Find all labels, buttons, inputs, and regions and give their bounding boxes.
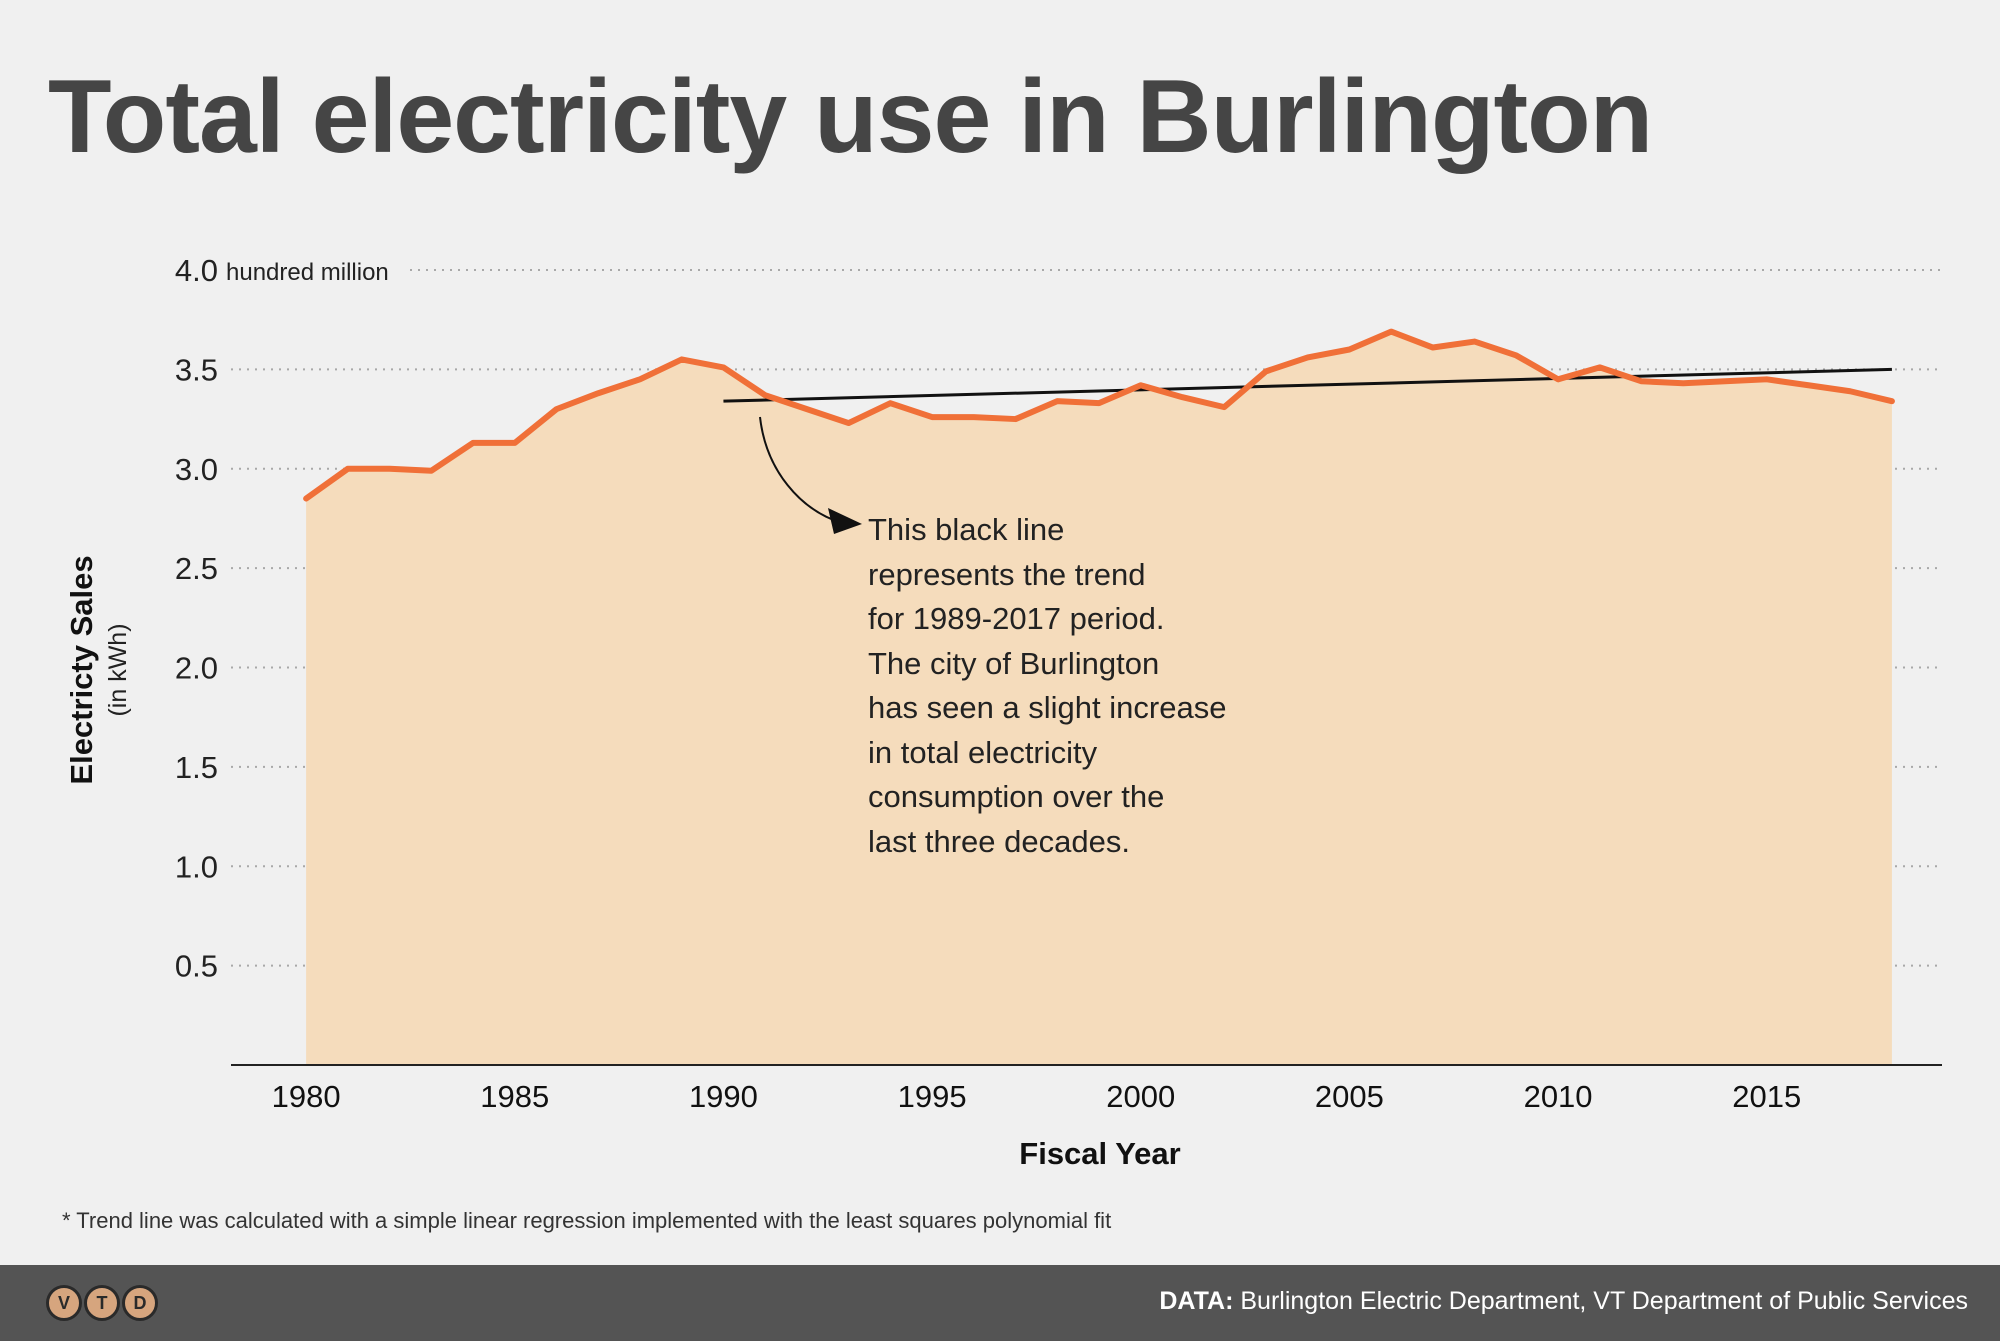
y-tick-label: 1.5 [175,750,218,785]
y-tick-label: 2.0 [175,651,218,686]
y-tick-labels: 0.5 1.0 1.5 2.0 2.5 3.0 3.5 4.0 [175,253,218,984]
x-tick-label: 2015 [1732,1079,1801,1114]
y-axis-label: Electricty Sales [64,555,99,784]
area-layer [306,331,1892,1065]
y-tick-label: 0.5 [175,949,218,984]
y-tick-label: 3.5 [175,352,218,387]
annotation-line: The city of Burlington [868,645,1160,681]
y-tick-label: 1.0 [175,849,218,884]
x-tick-label: 1995 [898,1079,967,1114]
logo-letter-t: T [84,1285,120,1321]
x-tick-label: 2000 [1106,1079,1175,1114]
footnote: * Trend line was calculated with a simpl… [62,1208,1112,1233]
x-tick-label: 1985 [480,1079,549,1114]
x-tick-label: 1980 [272,1079,341,1114]
vtd-logo: V T D [46,1285,160,1321]
x-axis-label: Fiscal Year [1019,1136,1180,1171]
annotation-line: for 1989-2017 period. [868,601,1165,636]
y-tick-label: 4.0 [175,253,218,288]
logo-letter-v: V [46,1285,82,1321]
annotation-arrowhead [828,508,862,534]
annotation-line: has seen a slight increase [868,690,1227,725]
annotation-line: This black line [868,512,1065,547]
data-source: DATA: Burlington Electric Department, VT… [1159,1287,1968,1316]
y-tick-label: 2.5 [175,551,218,586]
y-unit-label: hundred million [226,259,389,286]
area-fill [306,331,1892,1065]
annotation-line: last three decades. [868,823,1130,859]
line-layer [303,328,1895,502]
trend-layer [723,367,1892,403]
trend-line [723,367,1892,403]
x-tick-label: 1990 [689,1079,758,1114]
annotation-line: consumption over the [868,779,1165,814]
x-tick-labels: 1980 1985 1990 1995 2000 2005 2010 2015 [272,1079,1802,1114]
y-tick-label: 3.0 [175,452,218,487]
chart-title: Total electricity use in Burlington [48,59,1653,175]
annotation-line: represents the trend [868,556,1146,592]
annotation-arrow [759,416,843,524]
x-tick-label: 2010 [1524,1079,1593,1114]
data-source-text: Burlington Electric Department, VT Depar… [1240,1287,1968,1315]
annotation-line: in total electricity [868,734,1098,770]
y-axis-sublabel: (in kWh) [104,623,132,716]
data-source-label: DATA: [1159,1287,1234,1315]
logo-letter-d: D [122,1285,158,1321]
footer-bar: V T D DATA: Burlington Electric Departme… [0,1265,2000,1341]
trend-annotation: This black line represents the trend for… [868,508,1308,864]
x-tick-label: 2005 [1315,1079,1384,1114]
